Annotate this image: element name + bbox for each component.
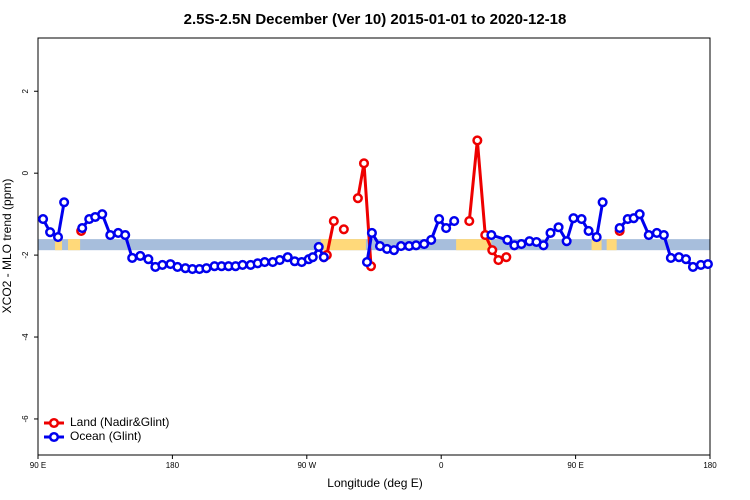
data-point bbox=[411, 240, 422, 251]
data-point bbox=[449, 216, 460, 227]
data-point bbox=[127, 252, 138, 264]
data-point bbox=[395, 241, 407, 252]
data-point bbox=[259, 257, 270, 268]
x-axis-label: Longitude (deg E) bbox=[327, 476, 422, 490]
y-axis-label: XCO2 - MLO trend (ppm) bbox=[0, 179, 14, 314]
data-point bbox=[487, 245, 498, 256]
data-point bbox=[426, 234, 437, 245]
data-point bbox=[77, 223, 88, 234]
legend-label: Ocean (Glint) bbox=[70, 429, 141, 443]
x-tick-label: 90 W bbox=[297, 461, 316, 470]
data-point bbox=[419, 238, 430, 250]
data-point bbox=[434, 214, 445, 225]
data-point bbox=[441, 223, 452, 234]
data-point bbox=[493, 254, 504, 266]
x-tick-label: 180 bbox=[703, 461, 717, 470]
data-point bbox=[338, 224, 349, 235]
data-point bbox=[502, 234, 513, 245]
data-point bbox=[516, 238, 527, 250]
data-point bbox=[634, 209, 645, 220]
data-point bbox=[361, 257, 373, 268]
land-span bbox=[68, 239, 81, 251]
data-point bbox=[282, 252, 293, 263]
data-point bbox=[553, 222, 564, 233]
y-tick-label: -6 bbox=[21, 415, 30, 423]
y-tick-label: -4 bbox=[21, 333, 30, 341]
data-point bbox=[472, 135, 483, 146]
legend-label: Land (Nadir&Glint) bbox=[70, 415, 169, 429]
data-point bbox=[388, 245, 400, 256]
land-span bbox=[320, 239, 366, 251]
data-point bbox=[614, 223, 625, 234]
land-span bbox=[456, 239, 492, 251]
data-point bbox=[307, 252, 318, 263]
data-point bbox=[274, 254, 285, 266]
reference-band bbox=[38, 239, 710, 251]
data-point bbox=[352, 193, 363, 204]
x-tick-label: 90 E bbox=[567, 461, 583, 470]
data-point bbox=[143, 254, 154, 265]
data-point bbox=[135, 250, 146, 261]
legend-marker bbox=[48, 417, 60, 429]
data-point bbox=[545, 227, 556, 239]
data-point bbox=[120, 229, 131, 241]
chart-title: 2.5S-2.5N December (Ver 10) 2015-01-01 t… bbox=[184, 11, 567, 28]
data-point bbox=[97, 209, 108, 220]
land-span bbox=[606, 239, 617, 251]
x-tick-label: 0 bbox=[439, 461, 444, 470]
data-point bbox=[237, 259, 248, 270]
data-point bbox=[201, 263, 212, 274]
legend-marker bbox=[48, 431, 60, 443]
x-tick-label: 180 bbox=[166, 461, 180, 470]
data-point bbox=[366, 227, 377, 239]
data-point bbox=[538, 240, 549, 251]
y-tick-label: 0 bbox=[21, 170, 30, 175]
data-point bbox=[172, 261, 183, 273]
land-span bbox=[591, 239, 602, 251]
data-point bbox=[501, 252, 512, 263]
y-tick-label: 2 bbox=[21, 88, 30, 93]
x-tick-label: 90 E bbox=[30, 461, 46, 470]
data-point bbox=[680, 254, 692, 265]
data-point bbox=[318, 252, 329, 263]
data-point bbox=[643, 229, 654, 241]
data-point bbox=[45, 227, 56, 238]
plot-frame bbox=[37, 37, 711, 456]
data-point bbox=[702, 259, 713, 270]
data-point bbox=[658, 229, 669, 241]
data-point bbox=[568, 213, 579, 224]
data-point bbox=[583, 225, 594, 236]
data-point bbox=[597, 197, 608, 208]
data-point bbox=[665, 252, 676, 264]
data-point bbox=[157, 259, 168, 270]
data-point bbox=[358, 158, 370, 169]
y-tick-label: -2 bbox=[21, 251, 30, 259]
data-point bbox=[59, 197, 70, 208]
data-point bbox=[464, 216, 475, 227]
data-point bbox=[313, 241, 324, 252]
land-span bbox=[55, 239, 63, 251]
data-point bbox=[591, 232, 602, 243]
data-point bbox=[576, 214, 587, 225]
data-point bbox=[105, 229, 116, 241]
data-point bbox=[687, 261, 699, 273]
data-point bbox=[561, 236, 572, 247]
data-point bbox=[486, 229, 497, 241]
data-point bbox=[38, 214, 49, 225]
data-point bbox=[328, 216, 339, 227]
data-point bbox=[52, 232, 64, 243]
